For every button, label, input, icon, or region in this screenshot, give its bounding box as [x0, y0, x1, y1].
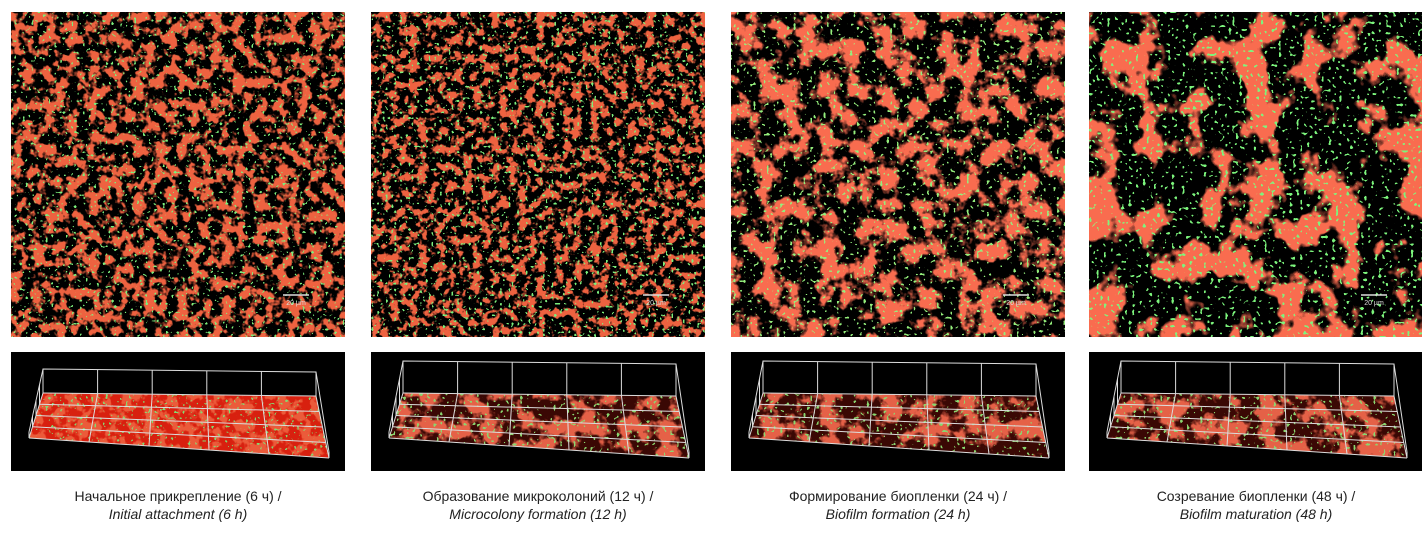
- panel: 20 µm Начальное прикрепление (6 ч) / Initi…: [11, 12, 345, 522]
- panel: 20 µm Образование микроколоний (12 ч) / Mi…: [371, 12, 705, 522]
- micrograph: [731, 12, 1065, 337]
- caption-en: Biofilm formation (24 h): [826, 506, 971, 522]
- micrograph: [1089, 12, 1422, 337]
- scale-label: 20 µm: [286, 300, 306, 307]
- caption-en: Microcolony formation (12 h): [449, 506, 626, 522]
- figure: 20 µm Начальное прикрепление (6 ч) / Initi…: [0, 0, 1422, 560]
- panel: 20 µm Созревание биопленки (48 ч) / Biofil…: [1089, 12, 1422, 522]
- micrograph: [371, 12, 705, 337]
- caption-en: Initial attachment (6 h): [109, 506, 248, 522]
- scale-label: 20 µm: [1006, 300, 1026, 307]
- caption-ru: Начальное прикрепление (6 ч) /: [74, 488, 281, 504]
- page: 20 µm Начальное прикрепление (6 ч) / Initi…: [0, 0, 1422, 560]
- scale-label: 20 µm: [1364, 300, 1384, 307]
- micrograph: [11, 12, 345, 337]
- scale-label: 20 µm: [646, 300, 666, 307]
- caption-ru: Образование микроколоний (12 ч) /: [423, 488, 654, 504]
- caption-ru: Созревание биопленки (48 ч) /: [1157, 488, 1356, 504]
- caption-ru: Формирование биопленки (24 ч) /: [789, 488, 1007, 504]
- caption-en: Biofilm maturation (48 h): [1180, 506, 1333, 522]
- panel: 20 µm Формирование биопленки (24 ч) / Biof…: [731, 12, 1065, 522]
